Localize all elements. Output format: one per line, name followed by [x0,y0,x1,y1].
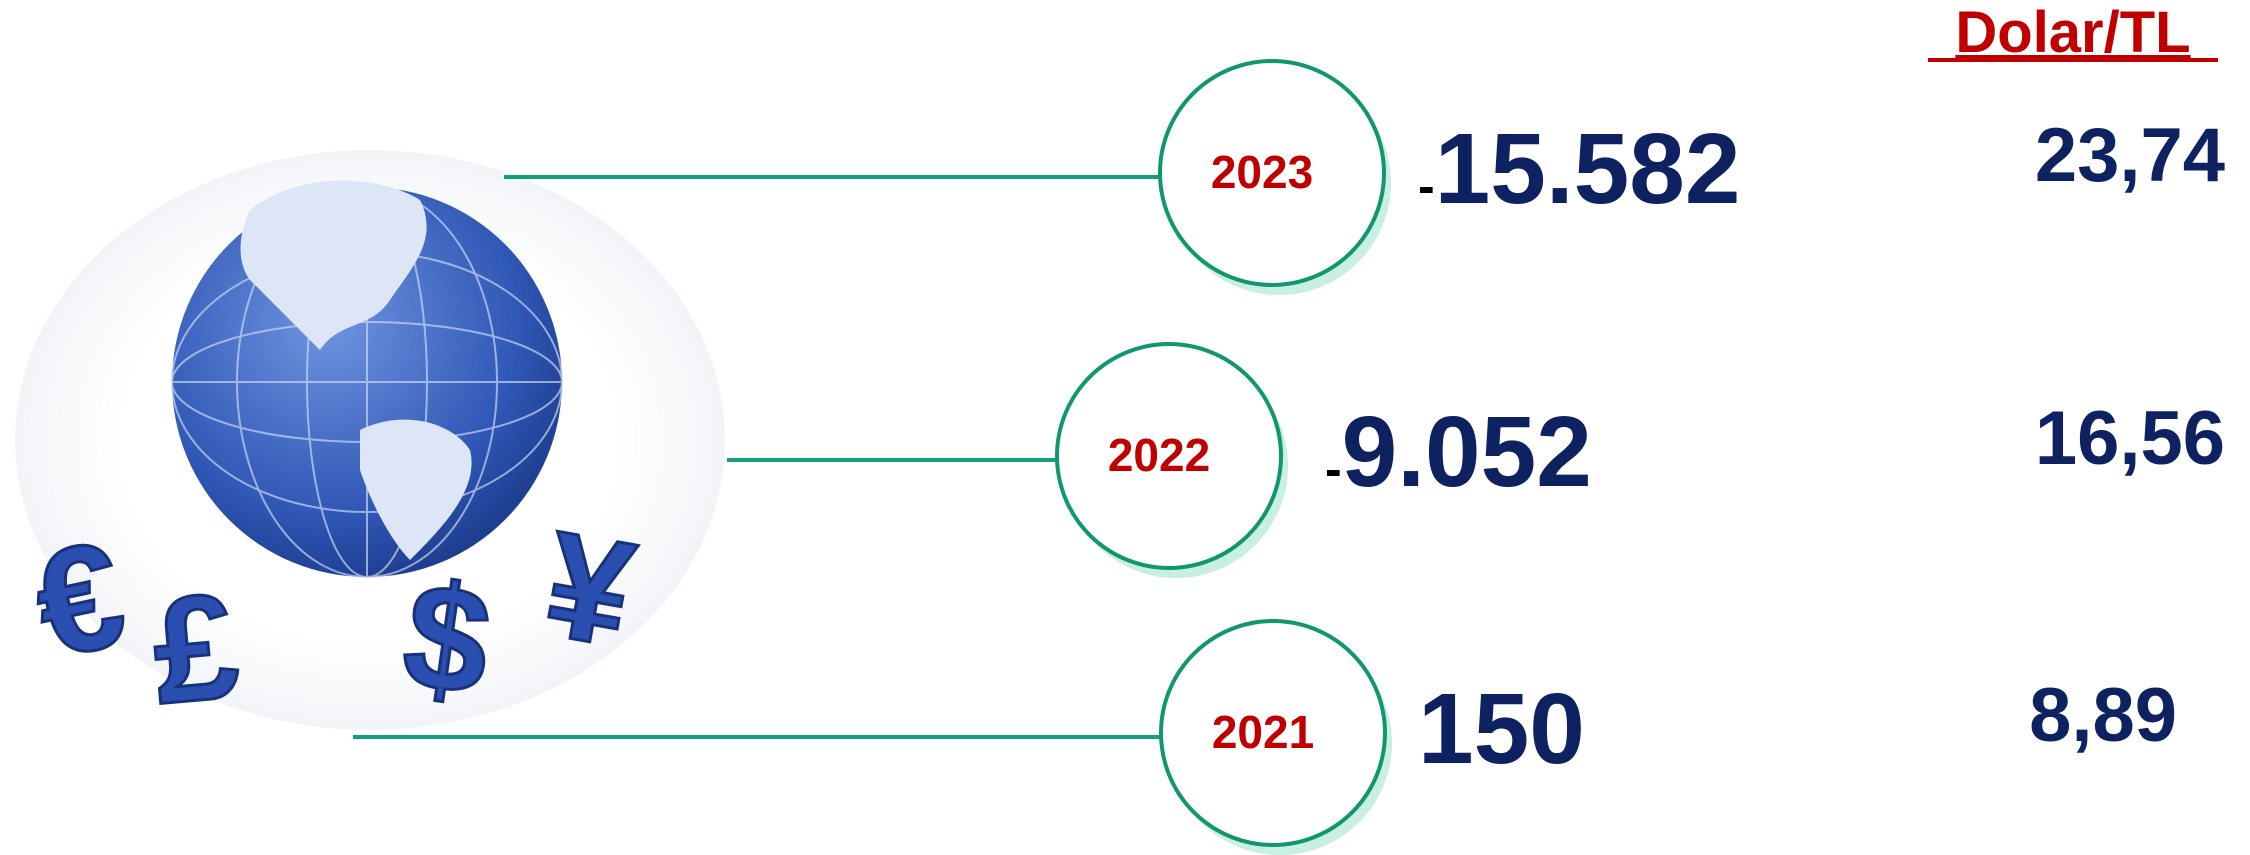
year-circle [1159,619,1387,847]
value: 150 [1418,673,1585,785]
currency-icon: £ [147,561,245,736]
rate: 8,89 [2029,673,2177,758]
rate: 16,56 [2035,396,2225,481]
value: -15.582 [1418,113,1741,225]
globe-illustration [15,150,725,730]
value-sign: - [1325,441,1342,497]
value-sign: - [1418,158,1435,214]
rate: 23,74 [2035,113,2225,198]
year-label: 2023 [1211,146,1313,198]
year-label: 2022 [1108,429,1210,481]
value-amount: 9.052 [1342,396,1592,508]
year-label: 2021 [1212,706,1314,758]
year-circle [1158,59,1386,287]
value: -9.052 [1325,396,1592,508]
value-amount: 15.582 [1435,113,1741,225]
header-title: Dolar/TL [1955,0,2190,65]
continent [240,180,427,350]
continent [360,419,472,560]
year-circle [1055,342,1283,570]
value-amount: 150 [1418,673,1585,785]
